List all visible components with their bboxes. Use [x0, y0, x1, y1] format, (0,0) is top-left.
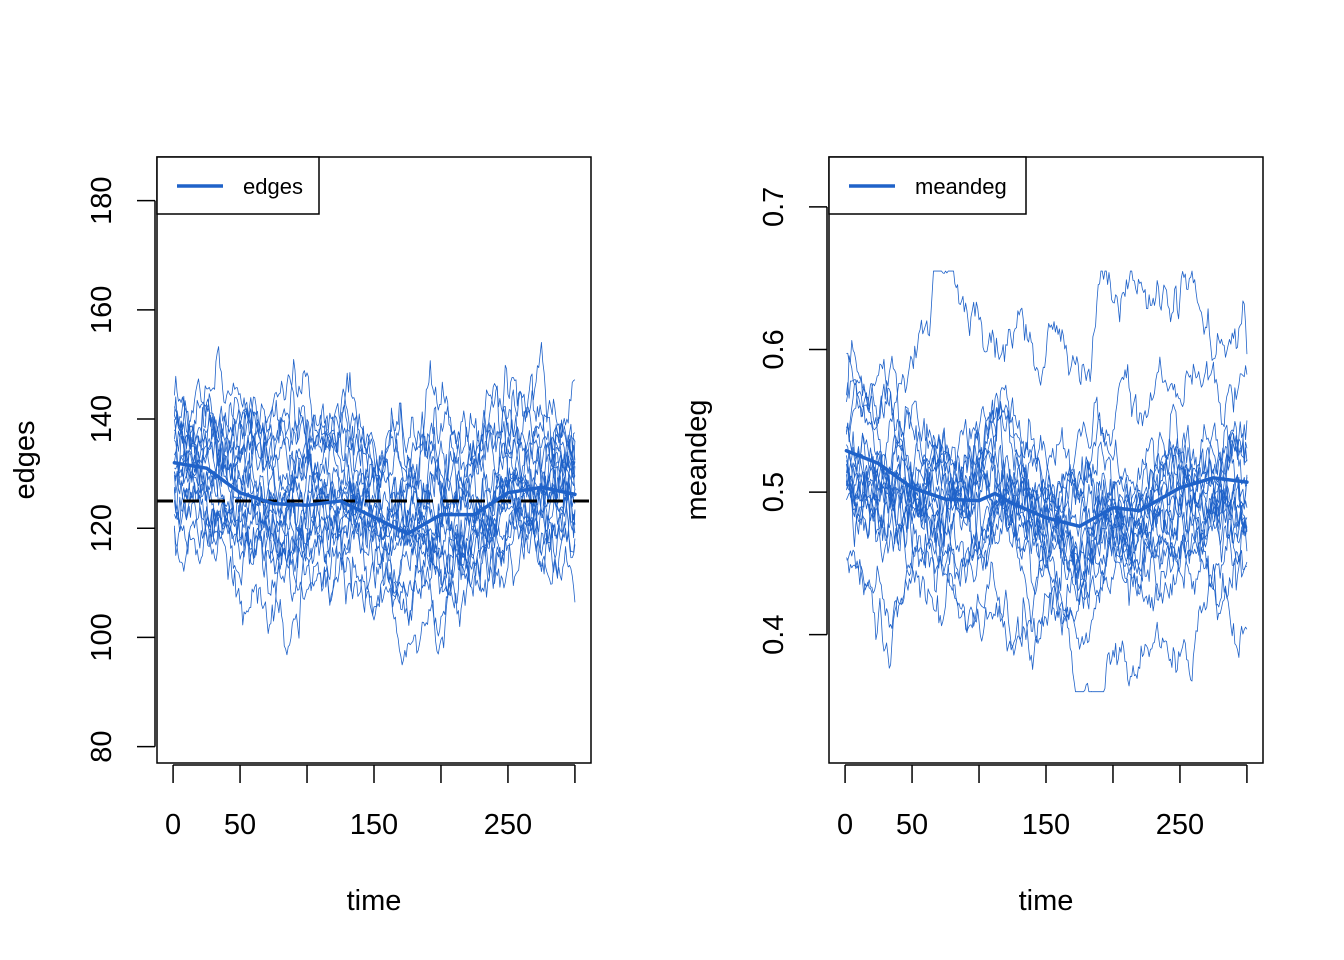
y-tick-label: 140 — [86, 395, 118, 443]
mean-line — [844, 448, 1249, 529]
y-axis: 0.4 0.5 0.6 0.7 — [758, 187, 828, 655]
y-tick-label: 0.5 — [758, 472, 790, 512]
simulation-line — [846, 399, 1248, 540]
simulation-line — [174, 424, 576, 594]
simulation-line — [846, 497, 1248, 650]
simulation-line — [846, 355, 1248, 498]
y-tick-label: 160 — [86, 286, 118, 334]
x-tick-label: 250 — [1156, 809, 1204, 841]
x-axis: 0 50 150 250 — [837, 764, 1248, 841]
y-tick-label: 0.4 — [758, 615, 790, 655]
y-tick-label: 120 — [86, 504, 118, 552]
simulation-line — [174, 342, 576, 520]
x-tick-label: 0 — [165, 809, 181, 841]
y-axis-label: meandeg — [681, 400, 713, 521]
x-tick-label: 50 — [224, 809, 256, 841]
simulation-line — [174, 346, 576, 516]
x-axis-label: time — [347, 885, 402, 917]
y-tick-label: 100 — [86, 613, 118, 661]
legend-label: edges — [243, 174, 303, 199]
simulation-line — [174, 402, 576, 597]
simulation-line — [846, 456, 1248, 576]
x-tick-label: 150 — [350, 809, 398, 841]
y-tick-label: 80 — [86, 730, 118, 762]
simulation-line — [174, 378, 576, 547]
edges-panel: 0 50 150 250 80 100 120 140 160 180 time edges edges — [9, 156, 592, 917]
x-tick-label: 250 — [484, 809, 532, 841]
x-tick-label: 0 — [837, 809, 853, 841]
simulation-line — [846, 445, 1248, 605]
x-axis-label: time — [1019, 885, 1074, 917]
x-axis: 0 50 150 250 — [165, 764, 576, 841]
plot-area — [844, 270, 1249, 693]
simulation-line — [174, 372, 576, 514]
simulation-line — [174, 455, 576, 655]
y-axis: 80 100 120 140 160 180 — [86, 176, 156, 763]
y-tick-label: 0.6 — [758, 329, 790, 369]
meandeg-panel: 0 50 150 250 0.4 0.5 0.6 0.7 time meandeg meandeg — [681, 156, 1264, 917]
x-tick-label: 150 — [1022, 809, 1070, 841]
legend: edges — [156, 156, 320, 215]
simulation-line — [174, 447, 576, 626]
y-tick-label: 180 — [86, 176, 118, 224]
y-axis-label: edges — [9, 420, 41, 499]
plot-frame — [828, 156, 1264, 764]
simulation-line — [846, 270, 1248, 424]
plot-area — [157, 342, 591, 666]
plot-frame — [156, 156, 592, 764]
simulation-line — [174, 433, 576, 556]
simulation-line — [846, 533, 1248, 693]
x-tick-label: 50 — [896, 809, 928, 841]
mean-line — [172, 460, 577, 536]
legend: meandeg — [828, 156, 1027, 215]
y-tick-label: 0.7 — [758, 187, 790, 227]
simulation-line — [174, 385, 576, 559]
simulation-line — [174, 462, 576, 604]
legend-label: meandeg — [915, 174, 1007, 199]
simulation-line — [846, 355, 1248, 523]
